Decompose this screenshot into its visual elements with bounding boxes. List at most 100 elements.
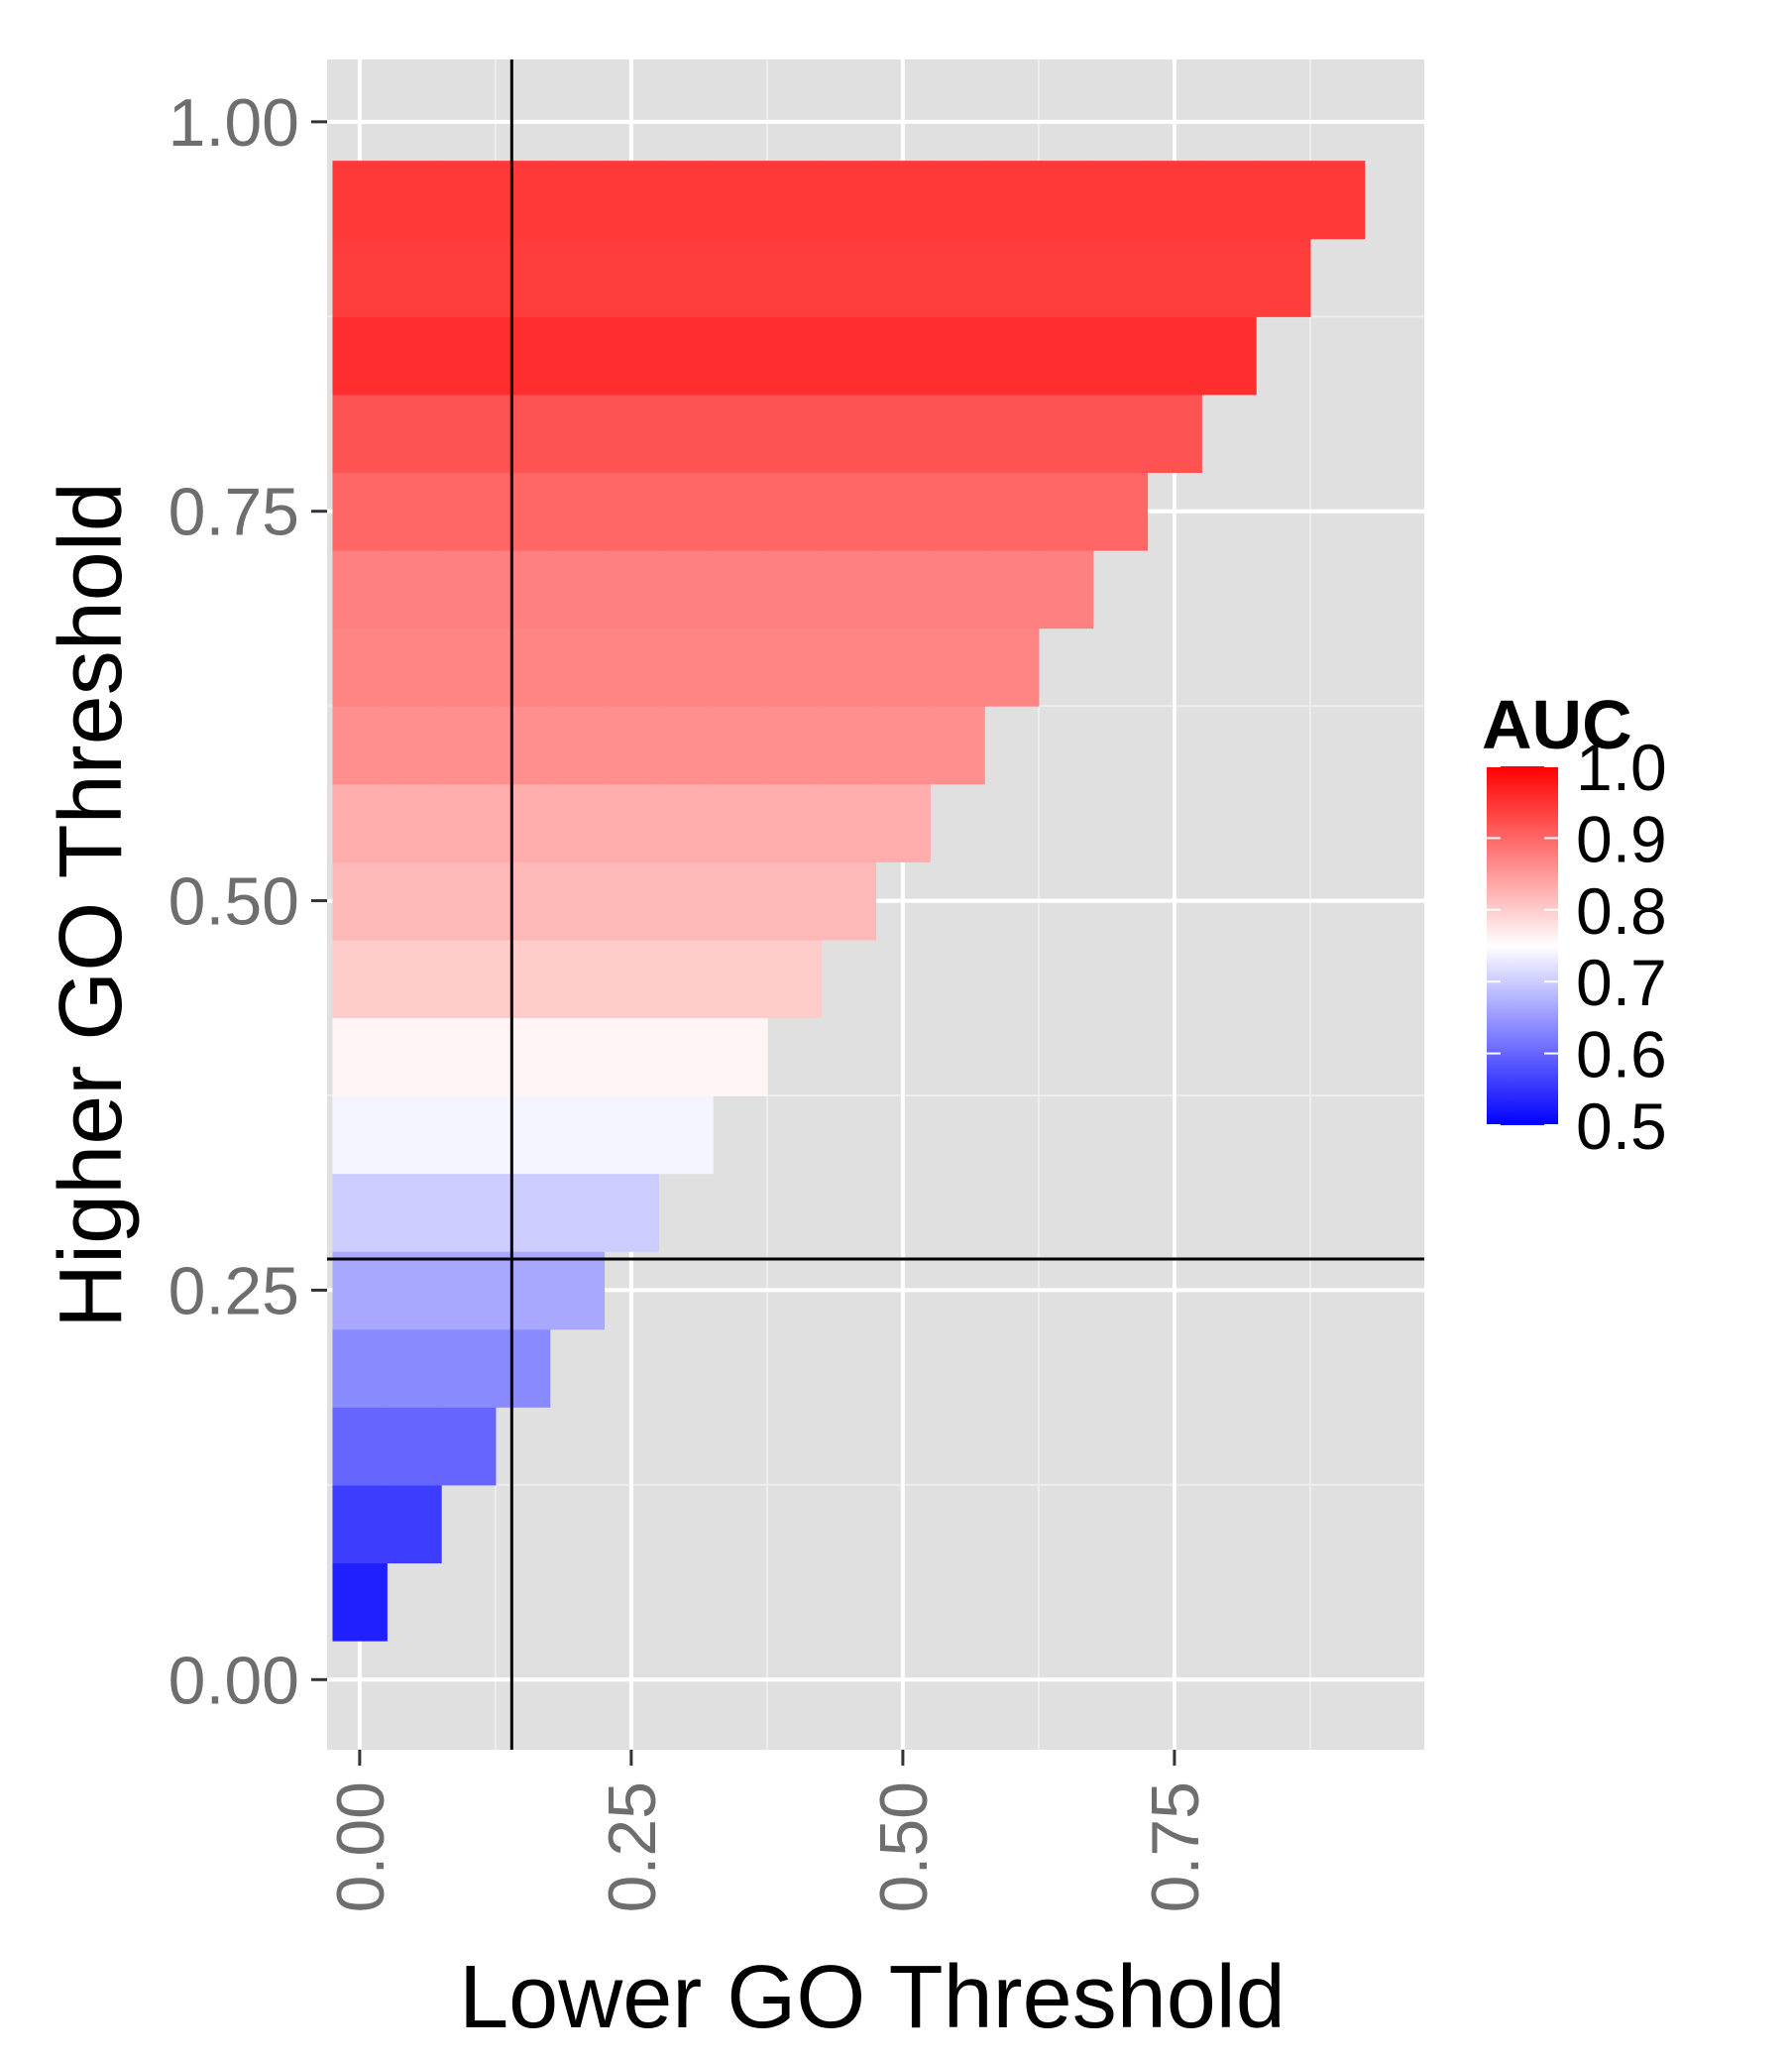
x-tick-label: 0.00: [323, 1781, 398, 1912]
heatmap-tile: [1256, 161, 1311, 240]
heatmap-tile: [332, 783, 388, 862]
heatmap-tile: [387, 316, 442, 396]
heatmap-tile: [549, 939, 606, 1019]
heatmap-tile: [1038, 238, 1094, 317]
heatmap-tile: [1147, 316, 1202, 396]
heatmap-tile: [713, 472, 768, 551]
x-axis-title: Lower GO Threshold: [459, 1948, 1286, 2047]
heatmap-tile: [495, 550, 551, 630]
heatmap-tile: [713, 706, 768, 785]
heatmap-tile: [713, 161, 768, 240]
heatmap-tile: [549, 1017, 606, 1096]
heatmap-tile: [821, 861, 877, 941]
heatmap-tile: [658, 161, 714, 240]
heatmap-tile: [332, 628, 388, 707]
heatmap-tile: [387, 1017, 442, 1096]
heatmap-tile: [387, 1173, 442, 1252]
heatmap-tile: [1256, 238, 1311, 317]
heatmap-tile: [441, 706, 497, 785]
heatmap-tile: [1201, 316, 1257, 396]
heatmap-tile: [549, 316, 606, 396]
heatmap-tile: [875, 472, 931, 551]
heatmap-tile: [549, 161, 606, 240]
heatmap-tile: [984, 161, 1040, 240]
heatmap-tile: [875, 394, 931, 474]
heatmap-tile: [658, 1017, 714, 1096]
heatmap-tile: [1038, 550, 1094, 630]
heatmap-tile: [821, 550, 877, 630]
heatmap-tile: [332, 861, 388, 941]
heatmap-tile: [658, 550, 714, 630]
heatmap-tile: [549, 1173, 606, 1252]
heatmap-tile: [495, 1017, 551, 1096]
heatmap-tile: [713, 939, 768, 1019]
heatmap-tile: [332, 316, 388, 396]
heatmap-tile: [387, 628, 442, 707]
heatmap-tile: [821, 316, 877, 396]
heatmap-tile: [332, 472, 388, 551]
heatmap-tile: [332, 1017, 388, 1096]
heatmap-tile: [441, 161, 497, 240]
heatmap-tile: [713, 550, 768, 630]
legend-tick-label: 0.6: [1576, 1018, 1667, 1091]
heatmap-tile: [658, 394, 714, 474]
heatmap-tile: [1092, 394, 1149, 474]
heatmap-tile: [495, 628, 551, 707]
y-tick-label: 1.00: [168, 85, 299, 161]
heatmap-tile: [604, 316, 659, 396]
heatmap-tile: [658, 238, 714, 317]
heatmap-tile: [495, 161, 551, 240]
heatmap-tile: [604, 238, 659, 317]
heatmap-tile: [1147, 394, 1202, 474]
heatmap-tile: [1201, 238, 1257, 317]
heatmap-tile: [658, 472, 714, 551]
y-tick-label: 0.50: [168, 864, 299, 940]
heatmap-tile: [332, 1484, 388, 1564]
heatmap-tile: [549, 861, 606, 941]
heatmap-tile: [766, 394, 823, 474]
heatmap-tile: [604, 861, 659, 941]
heatmap-tile: [930, 706, 985, 785]
heatmap-tile: [658, 706, 714, 785]
heatmap-tile: [984, 472, 1040, 551]
heatmap-tile: [495, 472, 551, 551]
heatmap-tile: [930, 628, 985, 707]
y-axis-title: Higher GO Threshold: [42, 482, 141, 1328]
heatmap-tile: [387, 939, 442, 1019]
heatmap-tile: [332, 1095, 388, 1175]
heatmap-tile: [332, 161, 388, 240]
heatmap-tile: [766, 316, 823, 396]
heatmap-tile: [766, 783, 823, 862]
heatmap-tile: [387, 1251, 442, 1330]
heatmap-tile: [875, 161, 931, 240]
heatmap-tile: [658, 1095, 714, 1175]
heatmap-tile: [495, 706, 551, 785]
heatmap-tile: [441, 316, 497, 396]
heatmap-tile: [441, 394, 497, 474]
heatmap-tile: [332, 1173, 388, 1252]
axes: 0.00 0.25 0.50 0.75 1.00 0.00 0.25 0.50 0.75: [168, 85, 1213, 1913]
legend-tick-label: 1.0: [1576, 731, 1667, 804]
heatmap-tile: [441, 783, 497, 862]
heatmap-tile: [821, 783, 877, 862]
heatmap-tile: [875, 628, 931, 707]
heatmap-tile: [604, 1095, 659, 1175]
heatmap-tile: [495, 1251, 551, 1330]
heatmap-tile: [495, 1095, 551, 1175]
heatmap-tile: [387, 394, 442, 474]
heatmap-tile: [766, 161, 823, 240]
heatmap-tile: [766, 706, 823, 785]
heatmap-tile: [604, 939, 659, 1019]
heatmap-tile: [713, 1017, 768, 1096]
legend-color-bar: [1487, 766, 1558, 1125]
heatmap-tile: [441, 861, 497, 941]
y-tick-label: 0.75: [168, 475, 299, 550]
heatmap-tile: [1201, 161, 1257, 240]
heatmap-tile: [1038, 394, 1094, 474]
heatmap-tile: [1038, 316, 1094, 396]
heatmap-tile: [766, 628, 823, 707]
y-tick-label: 0.00: [168, 1643, 299, 1718]
heatmap-tile: [984, 238, 1040, 317]
heatmap-tile: [930, 316, 985, 396]
heatmap-tile: [984, 394, 1040, 474]
